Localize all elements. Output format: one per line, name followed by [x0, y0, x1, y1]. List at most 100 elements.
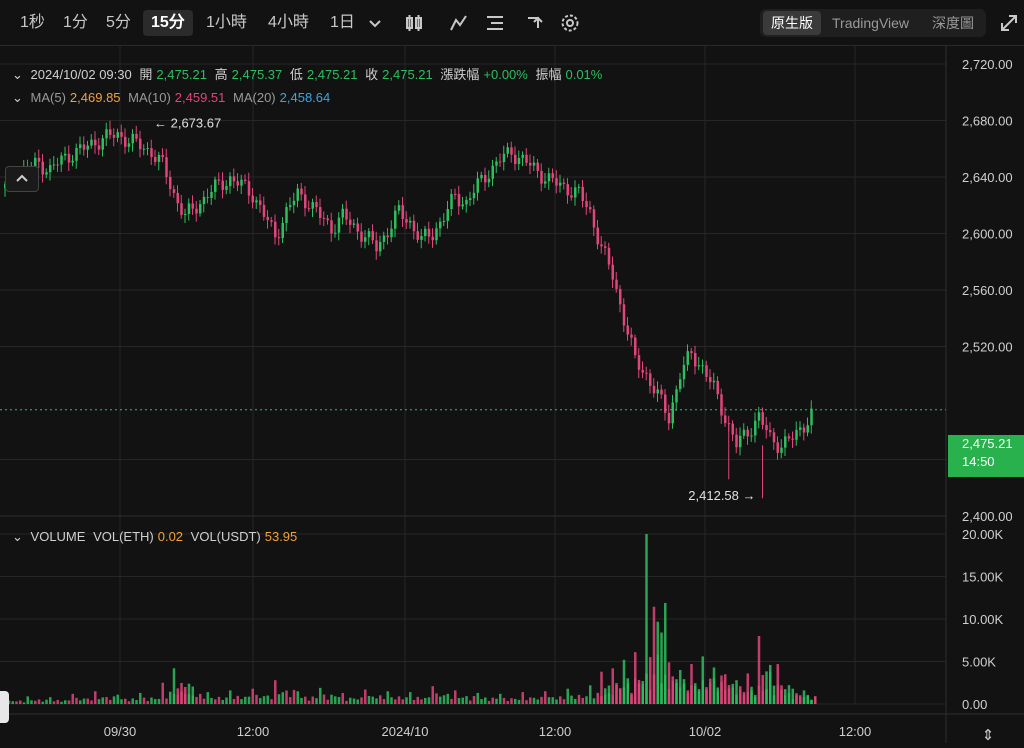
- candle-body: [506, 147, 509, 154]
- volume-bar: [259, 698, 262, 704]
- candle-body: [45, 172, 48, 175]
- drawing-tools-icon[interactable]: [484, 12, 506, 34]
- collapse-button[interactable]: [5, 166, 39, 192]
- timeframe-1s[interactable]: 1秒: [20, 14, 45, 31]
- volume-bar: [397, 696, 401, 704]
- candle-body: [465, 199, 468, 205]
- candle-body: [139, 138, 142, 150]
- volume-bar: [307, 700, 311, 704]
- volume-bar: [101, 697, 104, 704]
- volume-bar: [645, 534, 648, 704]
- candle-body: [274, 221, 277, 238]
- change-label: 漲跌幅: [440, 67, 480, 82]
- reset-axis-icon[interactable]: ⇕: [982, 726, 995, 744]
- candle-body: [82, 144, 86, 150]
- candle-body: [476, 178, 479, 193]
- candle-body: [285, 207, 288, 223]
- chevron-down-icon[interactable]: ⌄: [12, 67, 23, 82]
- fullscreen-icon[interactable]: [998, 12, 1020, 34]
- price-tick-label: 2,640.00: [962, 170, 1013, 185]
- candlestick-icon[interactable]: [403, 12, 425, 34]
- close-label: 收: [365, 67, 379, 82]
- candle-body: [611, 264, 614, 280]
- timeframe-1m[interactable]: 1分: [63, 14, 88, 31]
- candle-body: [349, 219, 352, 225]
- volume-bar: [341, 692, 344, 704]
- candle-body: [270, 220, 273, 222]
- volume-bar: [619, 688, 622, 704]
- candle-body: [176, 192, 179, 204]
- chevron-down-icon[interactable]: ⌄: [12, 90, 23, 105]
- volume-bar: [769, 671, 772, 704]
- candle-body: [214, 179, 217, 192]
- volume-bar: [11, 701, 14, 704]
- volume-bar: [90, 700, 93, 704]
- candle-body: [112, 134, 116, 138]
- timeframe-5m[interactable]: 5分: [106, 14, 131, 31]
- volume-bar: [161, 682, 164, 704]
- replay-icon[interactable]: [524, 12, 546, 34]
- timeframe-1d[interactable]: 1日: [330, 14, 355, 31]
- volume-bar: [195, 696, 198, 704]
- volume-bar: [41, 701, 44, 704]
- candle-body: [551, 173, 554, 179]
- candle-body: [244, 179, 247, 182]
- ma20-label: MA(20): [233, 90, 276, 105]
- high-value: 2,475.37: [231, 67, 283, 82]
- volume-bar: [30, 700, 33, 704]
- view-tradingview[interactable]: TradingView: [832, 15, 910, 31]
- candle-body: [161, 154, 164, 158]
- timeframe-4h[interactable]: 4小時: [268, 14, 309, 31]
- chevron-down-icon[interactable]: ⌄: [12, 529, 23, 544]
- volume-bar: [221, 700, 224, 704]
- candle-body: [802, 427, 806, 433]
- indicator-icon[interactable]: [448, 12, 470, 34]
- candle-body: [217, 179, 221, 181]
- volume-bar: [97, 699, 101, 704]
- candle-body: [135, 133, 138, 139]
- candle-body: [360, 231, 363, 242]
- candle-body: [484, 174, 487, 183]
- volume-bar: [262, 696, 266, 704]
- candle-body: [634, 337, 637, 356]
- volume-bar: [716, 691, 719, 704]
- volume-bar: [371, 696, 374, 704]
- volume-bar: [26, 696, 29, 704]
- volume-bar: [795, 695, 798, 704]
- timeframe-1h[interactable]: 1小時: [206, 14, 247, 31]
- gear-icon[interactable]: [559, 12, 581, 34]
- candle-body: [712, 380, 716, 383]
- side-panel-toggle[interactable]: [0, 691, 9, 723]
- price-chart[interactable]: 2,720.00 2,680.00 2,640.00 2,600.00 2,560.00…: [0, 46, 1024, 744]
- candle-body: [109, 129, 112, 135]
- volume-bar: [349, 697, 352, 704]
- chevron-down-icon[interactable]: [364, 12, 386, 34]
- current-price: 2,475.21: [962, 436, 1013, 451]
- volume-bar: [761, 675, 764, 704]
- timeframe-15m[interactable]: 15分: [143, 10, 193, 36]
- candle-body: [727, 423, 731, 425]
- candle-body: [180, 203, 183, 216]
- chart-area[interactable]: 2,720.00 2,680.00 2,640.00 2,600.00 2,560.00…: [0, 46, 1024, 744]
- candle-body: [461, 204, 464, 207]
- candle-body: [731, 423, 734, 435]
- candle-body: [705, 365, 708, 377]
- candle-body: [397, 205, 401, 211]
- view-depth[interactable]: 深度圖: [932, 15, 974, 31]
- candle-body: [544, 181, 547, 184]
- volume-bar: [82, 698, 86, 704]
- volume-bar: [746, 673, 749, 704]
- candle-body: [165, 157, 168, 178]
- candle-body: [641, 369, 644, 373]
- volume-bar: [529, 697, 532, 704]
- volume-tick-label: 10.00K: [962, 612, 1004, 627]
- volume-bar: [686, 692, 689, 704]
- candle-body: [596, 227, 599, 245]
- volume-bar: [622, 659, 626, 704]
- volume-bar: [289, 697, 292, 704]
- volume-bar: [217, 696, 221, 704]
- candle-body: [716, 380, 719, 395]
- view-native[interactable]: 原生版: [763, 11, 821, 35]
- volume-bar: [566, 688, 569, 704]
- candle-body: [60, 155, 63, 165]
